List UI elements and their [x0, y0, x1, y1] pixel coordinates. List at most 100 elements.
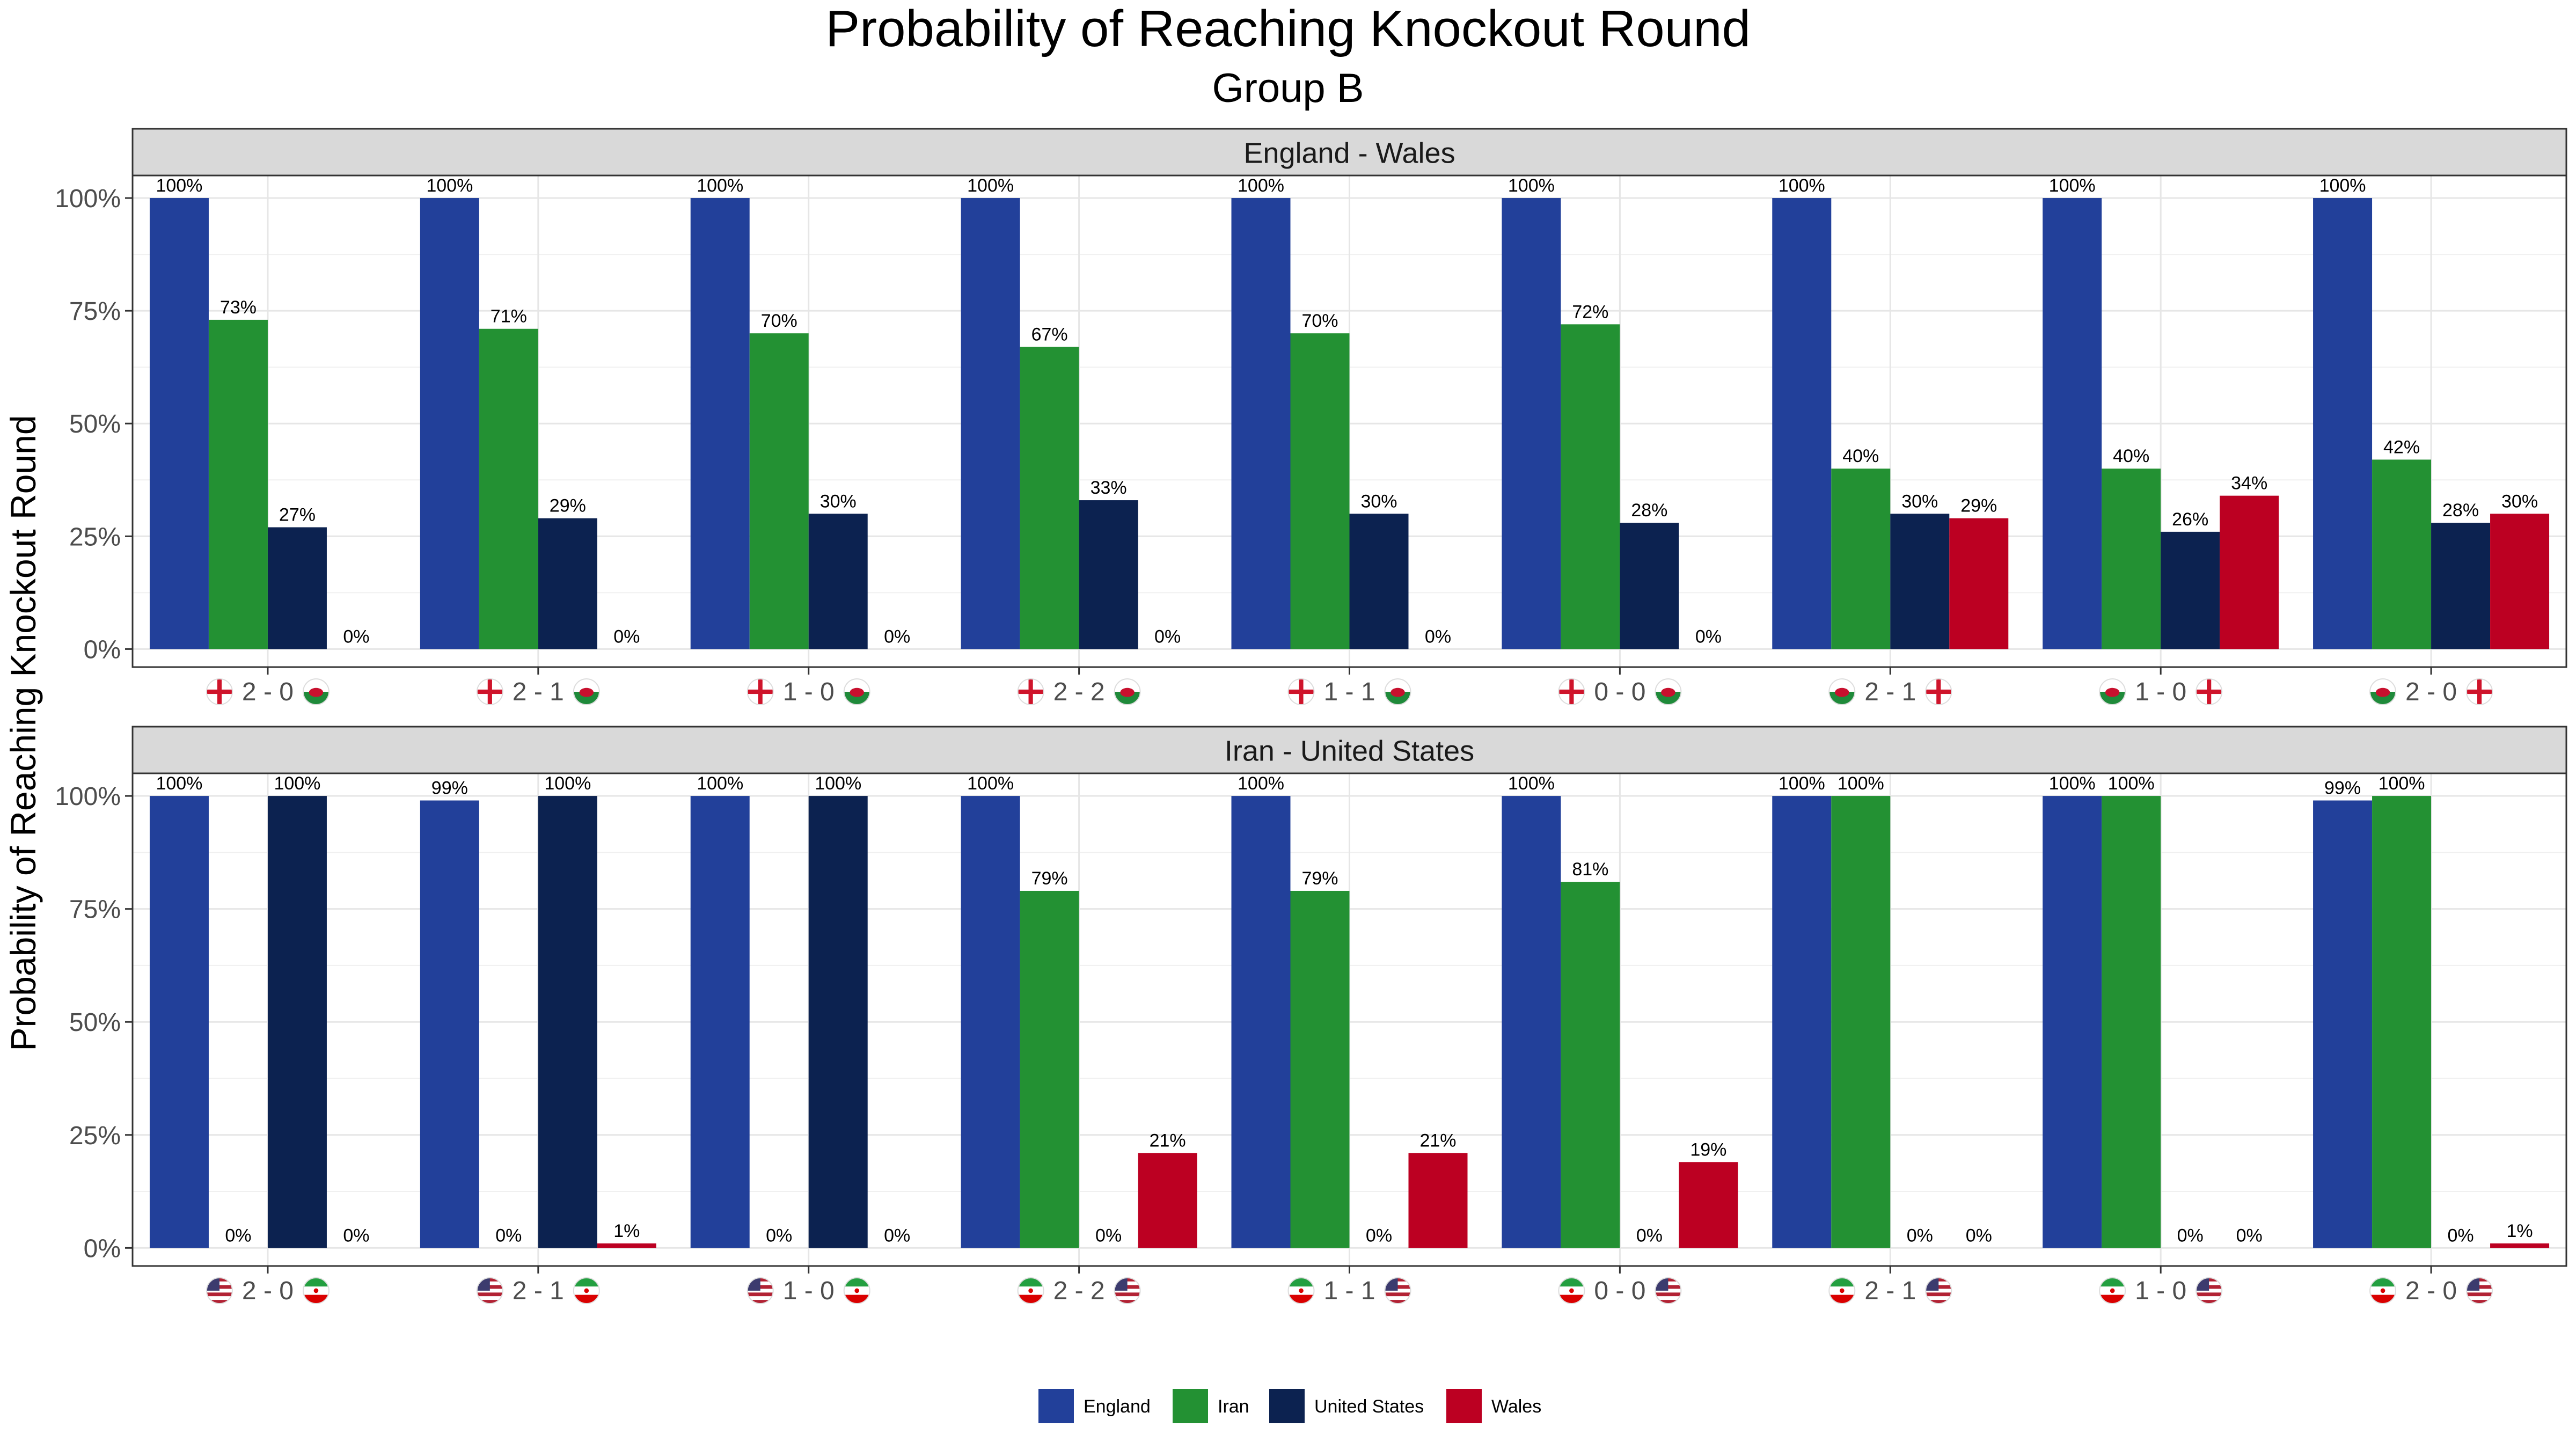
- bar-united-states: [267, 796, 327, 1248]
- legend-label: Wales: [1491, 1396, 1541, 1417]
- bar-england: [149, 198, 209, 649]
- legend-item-iran: Iran: [1173, 1389, 1249, 1423]
- england-flag-icon: [1017, 678, 1044, 705]
- data-label-wales: 21%: [1419, 1130, 1456, 1151]
- data-label-wales: 0%: [343, 626, 369, 647]
- data-label-united-states: 0%: [1095, 1225, 1122, 1246]
- data-label-united-states: 100%: [544, 773, 591, 794]
- usa-flag-icon: [206, 1277, 233, 1304]
- x-tick-label: 1 - 1: [1323, 1277, 1375, 1305]
- data-label-iran: 0%: [495, 1225, 522, 1246]
- data-label-wales: 0%: [343, 1225, 369, 1246]
- x-tick-label: 2 - 1: [513, 678, 564, 706]
- bar-united-states: [808, 514, 868, 649]
- iran-flag-icon: [2369, 1277, 2397, 1304]
- data-label-iran: 42%: [2383, 437, 2420, 457]
- bar-wales: [1679, 1162, 1738, 1248]
- panel-border: [131, 772, 2567, 1267]
- data-label-wales: 0%: [1695, 626, 1722, 647]
- x-tick-label: 1 - 0: [2135, 1277, 2186, 1305]
- y-tick-label: 100%: [55, 185, 121, 213]
- wales-flag-icon: [1384, 678, 1411, 705]
- bar-united-states: [1890, 514, 1950, 649]
- bar-iran: [749, 333, 809, 649]
- data-label-england: 100%: [697, 175, 743, 196]
- bar-england: [1231, 198, 1291, 649]
- data-label-united-states: 28%: [1631, 500, 1667, 521]
- bar-iran: [1020, 347, 1079, 649]
- bar-united-states: [2431, 523, 2491, 649]
- iran-flag-icon: [1017, 1277, 1044, 1304]
- x-tick-label: 2 - 1: [1864, 1277, 1916, 1305]
- data-label-united-states: 0%: [2177, 1225, 2204, 1246]
- iran-flag-icon: [573, 1277, 600, 1304]
- data-label-england: 100%: [1508, 175, 1555, 196]
- data-label-england: 100%: [1779, 175, 1825, 196]
- x-tick-label: 2 - 2: [1053, 678, 1105, 706]
- data-label-united-states: 100%: [815, 773, 861, 794]
- bar-england: [2043, 796, 2102, 1248]
- data-label-iran: 79%: [1031, 868, 1068, 889]
- bar-england: [690, 198, 750, 649]
- bar-iran: [1020, 890, 1079, 1248]
- y-tick-label: 0%: [84, 1234, 121, 1263]
- bar-iran: [1561, 324, 1620, 649]
- data-label-iran: 72%: [1572, 302, 1608, 322]
- legend-item-united-states: United States: [1269, 1389, 1424, 1423]
- x-tick-label: 1 - 0: [783, 678, 835, 706]
- wales-flag-icon: [2099, 678, 2126, 705]
- x-tick-label: 0 - 0: [1594, 1277, 1645, 1305]
- bar-iran: [2102, 796, 2161, 1248]
- x-tick-label: 2 - 2: [1053, 1277, 1105, 1305]
- bar-united-states: [538, 796, 597, 1248]
- data-label-iran: 100%: [2379, 773, 2425, 794]
- bar-england: [149, 796, 209, 1248]
- bar-wales: [1949, 518, 2009, 649]
- iran-flag-icon: [843, 1277, 870, 1304]
- facet-panel-iran-united-states: Iran - United States 0% 25% 50% 75% 100% 100% 0…: [55, 726, 2567, 1305]
- bar-united-states: [2161, 531, 2220, 649]
- data-label-united-states: 0%: [1636, 1225, 1663, 1246]
- bar-england: [1502, 796, 1561, 1248]
- legend-item-england: England: [1038, 1389, 1151, 1423]
- bar-england: [1772, 796, 1832, 1248]
- y-tick-label: 50%: [69, 1008, 121, 1037]
- data-label-wales: 21%: [1150, 1130, 1186, 1151]
- wales-flag-icon: [2369, 678, 2397, 705]
- bar-united-states: [538, 518, 597, 649]
- x-tick-label: 1 - 0: [783, 1277, 835, 1305]
- data-label-wales: 0%: [1154, 626, 1181, 647]
- england-flag-icon: [747, 678, 774, 705]
- x-tick-label: 0 - 0: [1594, 678, 1645, 706]
- england-flag-icon: [1925, 678, 1952, 705]
- y-tick-label: 25%: [69, 1122, 121, 1150]
- bar-iran: [2102, 469, 2161, 649]
- bar-england: [1502, 198, 1561, 649]
- bar-iran: [1561, 882, 1620, 1248]
- data-label-united-states: 30%: [1901, 491, 1938, 511]
- iran-flag-icon: [1558, 1277, 1585, 1304]
- bar-england: [961, 796, 1020, 1248]
- data-label-iran: 0%: [225, 1225, 251, 1246]
- facet-strip-label: England - Wales: [1243, 137, 1455, 170]
- data-label-united-states: 30%: [820, 491, 857, 511]
- data-label-united-states: 100%: [274, 773, 320, 794]
- y-axis-title: Probability of Reaching Knockout Round: [3, 415, 43, 1051]
- bar-iran: [2372, 796, 2432, 1248]
- bar-united-states: [808, 796, 868, 1248]
- legend-item-wales: Wales: [1446, 1389, 1541, 1423]
- data-label-iran: 70%: [761, 311, 797, 331]
- bar-iran: [208, 319, 268, 649]
- data-label-england: 100%: [1238, 175, 1284, 196]
- bar-england: [420, 800, 479, 1248]
- wales-flag-icon: [843, 678, 870, 705]
- iran-flag-icon: [302, 1277, 330, 1304]
- data-label-england: 100%: [2319, 175, 2366, 196]
- data-label-iran: 79%: [1301, 868, 1338, 889]
- bar-wales: [2220, 495, 2279, 649]
- usa-flag-icon: [1655, 1277, 1682, 1304]
- bar-united-states: [1349, 514, 1409, 649]
- data-label-iran: 67%: [1031, 324, 1068, 345]
- bar-england: [961, 198, 1020, 649]
- panel-border: [131, 174, 2567, 668]
